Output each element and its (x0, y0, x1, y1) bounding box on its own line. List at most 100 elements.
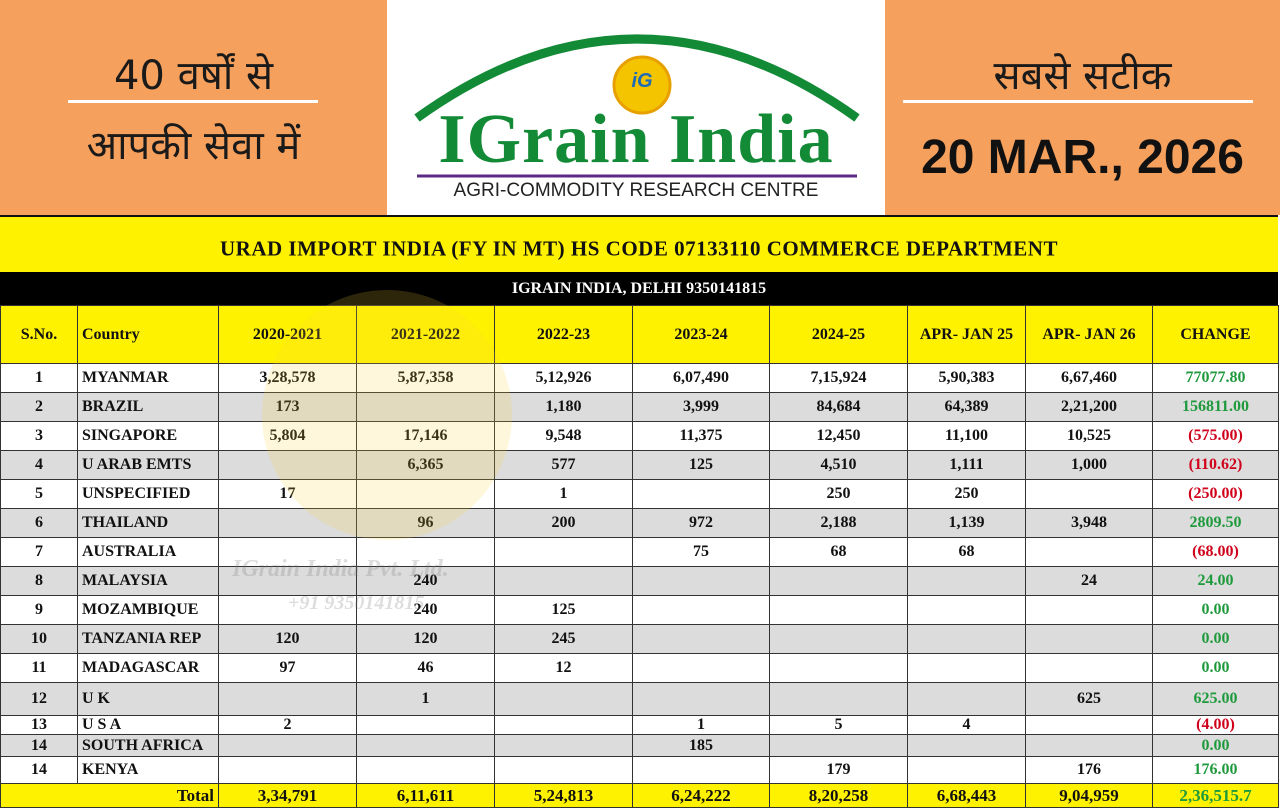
value (1025, 624, 1153, 654)
change: (250.00) (1152, 479, 1279, 509)
value (494, 734, 633, 757)
value (769, 653, 908, 683)
change: 625.00 (1152, 682, 1279, 716)
country: MOZAMBIQUE (77, 595, 219, 625)
total-value: 6,68,443 (907, 783, 1026, 808)
logo-art (414, 34, 860, 178)
value: 24 (1025, 566, 1153, 596)
value: 3,28,578 (218, 363, 357, 393)
value: 68 (907, 537, 1026, 567)
value: 972 (632, 508, 770, 538)
country: U K (77, 682, 219, 716)
data-row: 11 MADAGASCAR 97 46 12 0.00 (0, 653, 1279, 683)
change: 0.00 (1152, 653, 1279, 683)
serial: 14 (0, 734, 78, 757)
total-value: 5,24,813 (494, 783, 633, 808)
value (907, 756, 1026, 784)
value (218, 756, 357, 784)
value (218, 682, 357, 716)
data-row: 2 BRAZIL 173 1,180 3,999 84,684 64,389 2,21,200… (0, 392, 1279, 422)
value (494, 566, 633, 596)
country: TANZANIA REP (77, 624, 219, 654)
value: 46 (356, 653, 495, 683)
value: 17 (218, 479, 357, 509)
change: 2809.50 (1152, 508, 1279, 538)
value (218, 537, 357, 567)
value: 1 (356, 682, 495, 716)
value: 179 (769, 756, 908, 784)
value: 4 (907, 715, 1026, 735)
value: 577 (494, 450, 633, 480)
title-band: URAD IMPORT INDIA (FY IN MT) HS CODE 071… (0, 215, 1278, 272)
column-header: S.No. (0, 305, 78, 364)
data-row: 9 MOZAMBIQUE 240 125 0.00 (0, 595, 1279, 625)
column-header: 2020-2021 (218, 305, 357, 364)
country: BRAZIL (77, 392, 219, 422)
value: 7,15,924 (769, 363, 908, 393)
serial: 13 (0, 715, 78, 735)
data-row: 3 SINGAPORE 5,804 17,146 9,548 11,375 12,450 11… (0, 421, 1279, 451)
change: 24.00 (1152, 566, 1279, 596)
table-title: URAD IMPORT INDIA (FY IN MT) HS CODE 071… (220, 236, 1058, 261)
value (632, 624, 770, 654)
total-value: 9,04,959 (1025, 783, 1153, 808)
date: 20 MAR., 2026 (921, 131, 1244, 184)
value (356, 392, 495, 422)
serial: 8 (0, 566, 78, 596)
change: (4.00) (1152, 715, 1279, 735)
value: 2 (218, 715, 357, 735)
value (494, 682, 633, 716)
value: 240 (356, 566, 495, 596)
value: 96 (356, 508, 495, 538)
import-table: S.No. Country 2020-2021 2021-2022 2022-23 202… (0, 305, 1279, 808)
country: SINGAPORE (77, 421, 219, 451)
change: (575.00) (1152, 421, 1279, 451)
total-value: 6,11,611 (356, 783, 495, 808)
value: 4,510 (769, 450, 908, 480)
value (632, 566, 770, 596)
rule (68, 100, 318, 103)
value (769, 734, 908, 757)
country: UNSPECIFIED (77, 479, 219, 509)
serial: 10 (0, 624, 78, 654)
serial: 7 (0, 537, 78, 567)
value: 97 (218, 653, 357, 683)
value (356, 537, 495, 567)
change: 0.00 (1152, 624, 1279, 654)
change: 176.00 (1152, 756, 1279, 784)
serial: 3 (0, 421, 78, 451)
header-row: S.No. Country 2020-2021 2021-2022 2022-23 202… (0, 305, 1279, 364)
value: 6,365 (356, 450, 495, 480)
value: 68 (769, 537, 908, 567)
value: 64,389 (907, 392, 1026, 422)
value: 6,67,460 (1025, 363, 1153, 393)
value: 5,804 (218, 421, 357, 451)
logo-arc (414, 34, 860, 122)
value (1025, 653, 1153, 683)
value (907, 566, 1026, 596)
logo-panel: iG IGrain India AGRI-COMMODITY RESEARCH … (387, 0, 885, 215)
change: (68.00) (1152, 537, 1279, 567)
serial: 6 (0, 508, 78, 538)
value: 250 (769, 479, 908, 509)
value: 3,948 (1025, 508, 1153, 538)
value: 1,111 (907, 450, 1026, 480)
value (632, 479, 770, 509)
value: 5,12,926 (494, 363, 633, 393)
total-row: Total 3,34,791 6,11,611 5,24,813 6,24,222 8,2… (0, 783, 1279, 808)
total-value: 3,34,791 (218, 783, 357, 808)
value (356, 479, 495, 509)
value: 240 (356, 595, 495, 625)
data-row: 8 MALAYSIA 240 24 24.00 (0, 566, 1279, 596)
value: 120 (218, 624, 357, 654)
left-panel: 40 वर्षों से आपकी सेवा में (0, 0, 387, 215)
value: 2,21,200 (1025, 392, 1153, 422)
country: MYANMAR (77, 363, 219, 393)
country: KENYA (77, 756, 219, 784)
value: 84,684 (769, 392, 908, 422)
value: 1,180 (494, 392, 633, 422)
column-header: CHANGE (1152, 305, 1279, 364)
value (218, 450, 357, 480)
change: 0.00 (1152, 595, 1279, 625)
